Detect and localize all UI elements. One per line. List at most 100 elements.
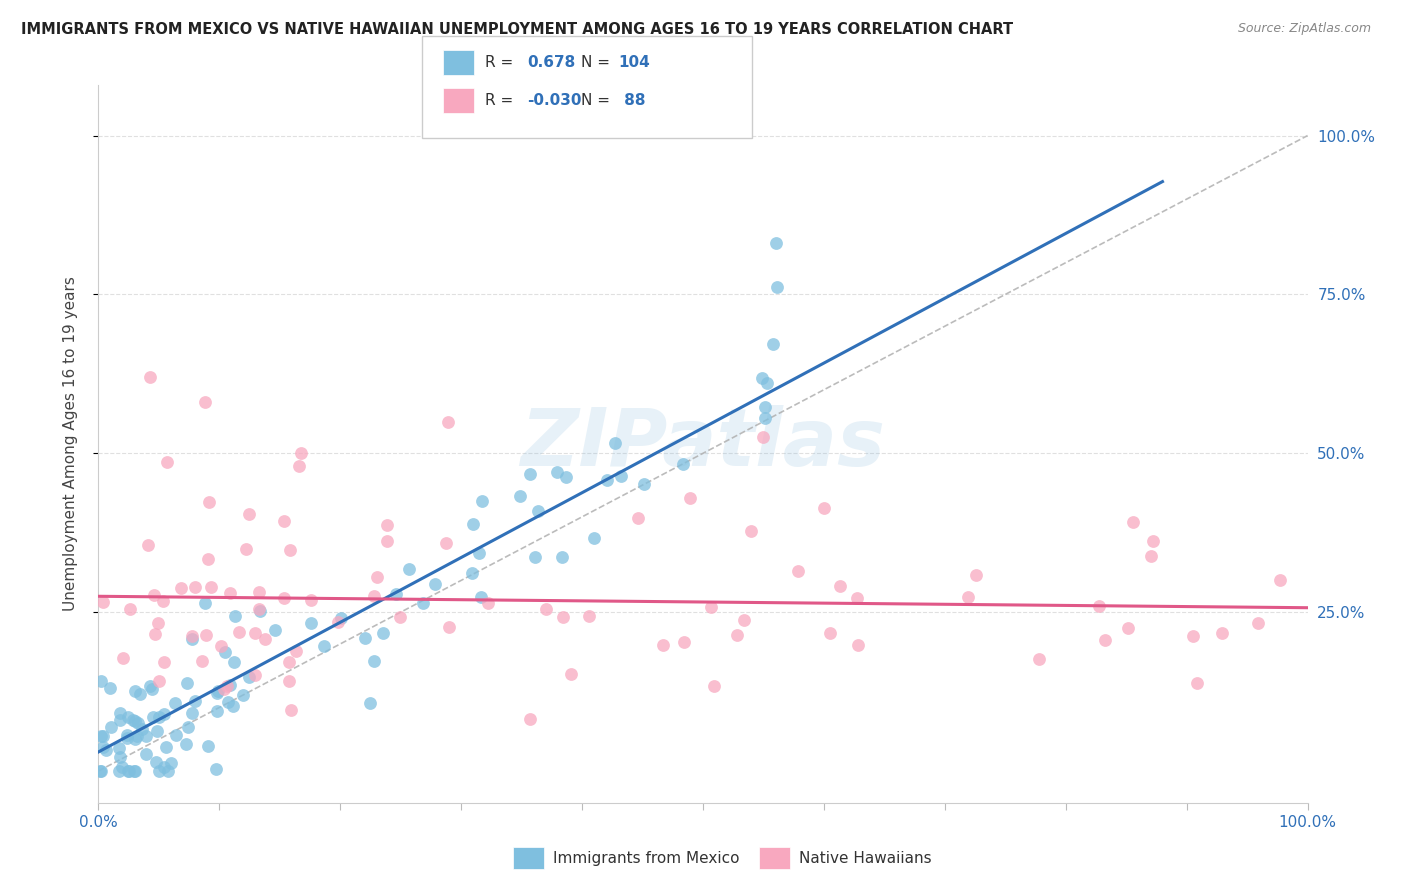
Point: [90, 674, 112, 689]
Point: [366, 570, 388, 584]
Point: [108, 764, 131, 778]
Point: [673, 634, 696, 648]
Point: [100, 720, 122, 734]
Point: [278, 656, 301, 670]
Point: [280, 703, 302, 717]
Point: [359, 696, 381, 710]
Point: [353, 632, 375, 646]
Point: [509, 490, 531, 504]
Point: [228, 625, 250, 640]
Point: [1122, 515, 1144, 529]
Point: [235, 541, 257, 556]
Point: [98, 681, 121, 695]
Point: [965, 567, 987, 582]
Point: [152, 593, 174, 607]
Point: [124, 732, 146, 747]
Point: [582, 531, 605, 545]
Point: [155, 739, 177, 754]
Point: [437, 415, 460, 429]
Point: [363, 654, 385, 668]
Point: [148, 710, 170, 724]
Point: [398, 561, 420, 575]
Point: [245, 668, 267, 682]
Point: [139, 370, 162, 384]
Point: [425, 577, 447, 591]
Point: [131, 722, 153, 736]
Text: R =: R =: [485, 94, 519, 108]
Point: [703, 679, 725, 693]
Point: [470, 590, 492, 604]
Point: [184, 580, 207, 594]
Point: [752, 430, 775, 444]
Point: [845, 591, 868, 606]
Point: [108, 750, 131, 764]
Point: [135, 729, 157, 743]
Point: [555, 470, 578, 484]
Point: [740, 524, 762, 539]
Point: [197, 739, 219, 753]
Point: [207, 683, 229, 698]
Point: [125, 729, 148, 743]
Point: [209, 639, 232, 653]
Point: [218, 678, 240, 692]
Point: [121, 713, 143, 727]
Point: [754, 410, 776, 425]
Point: [135, 747, 157, 761]
Point: [519, 712, 541, 726]
Text: Native Hawaiians: Native Hawaiians: [799, 851, 931, 865]
Point: [363, 589, 385, 603]
Point: [238, 670, 260, 684]
Point: [700, 600, 723, 615]
Point: [389, 609, 412, 624]
Point: [142, 589, 165, 603]
Point: [679, 491, 702, 506]
Text: 0.678: 0.678: [527, 55, 575, 70]
Point: [578, 609, 600, 624]
Point: [290, 446, 312, 460]
Point: [434, 535, 457, 549]
Point: [264, 623, 287, 637]
Point: [375, 534, 398, 549]
Text: 88: 88: [619, 94, 645, 108]
Point: [273, 591, 295, 606]
Point: [610, 468, 633, 483]
Point: [110, 706, 132, 720]
Point: [1211, 626, 1233, 640]
Point: [148, 764, 170, 778]
Point: [197, 551, 219, 566]
Point: [818, 626, 841, 640]
Point: [90, 764, 112, 778]
Point: [198, 495, 221, 509]
Point: [111, 760, 134, 774]
Point: [326, 615, 349, 630]
Point: [163, 696, 186, 710]
Point: [477, 596, 499, 610]
Point: [111, 651, 134, 665]
Point: [194, 395, 217, 409]
Point: [108, 713, 131, 727]
Text: 104: 104: [619, 55, 651, 70]
Point: [527, 504, 550, 518]
Text: Immigrants from Mexico: Immigrants from Mexico: [553, 851, 740, 865]
Point: [153, 655, 176, 669]
Point: [253, 632, 276, 646]
Point: [117, 764, 139, 778]
Point: [170, 581, 193, 595]
Point: [1142, 534, 1164, 549]
Point: [238, 507, 260, 521]
Point: [813, 500, 835, 515]
Point: [214, 645, 236, 659]
Point: [141, 682, 163, 697]
Point: [124, 764, 146, 778]
Point: [756, 376, 779, 391]
Point: [118, 602, 141, 616]
Point: [1140, 549, 1163, 564]
Point: [177, 720, 200, 734]
Point: [247, 585, 270, 599]
Point: [765, 236, 787, 251]
Point: [122, 764, 145, 778]
Point: [278, 674, 301, 689]
Point: [89, 764, 111, 778]
Point: [330, 610, 353, 624]
Point: [553, 610, 575, 624]
